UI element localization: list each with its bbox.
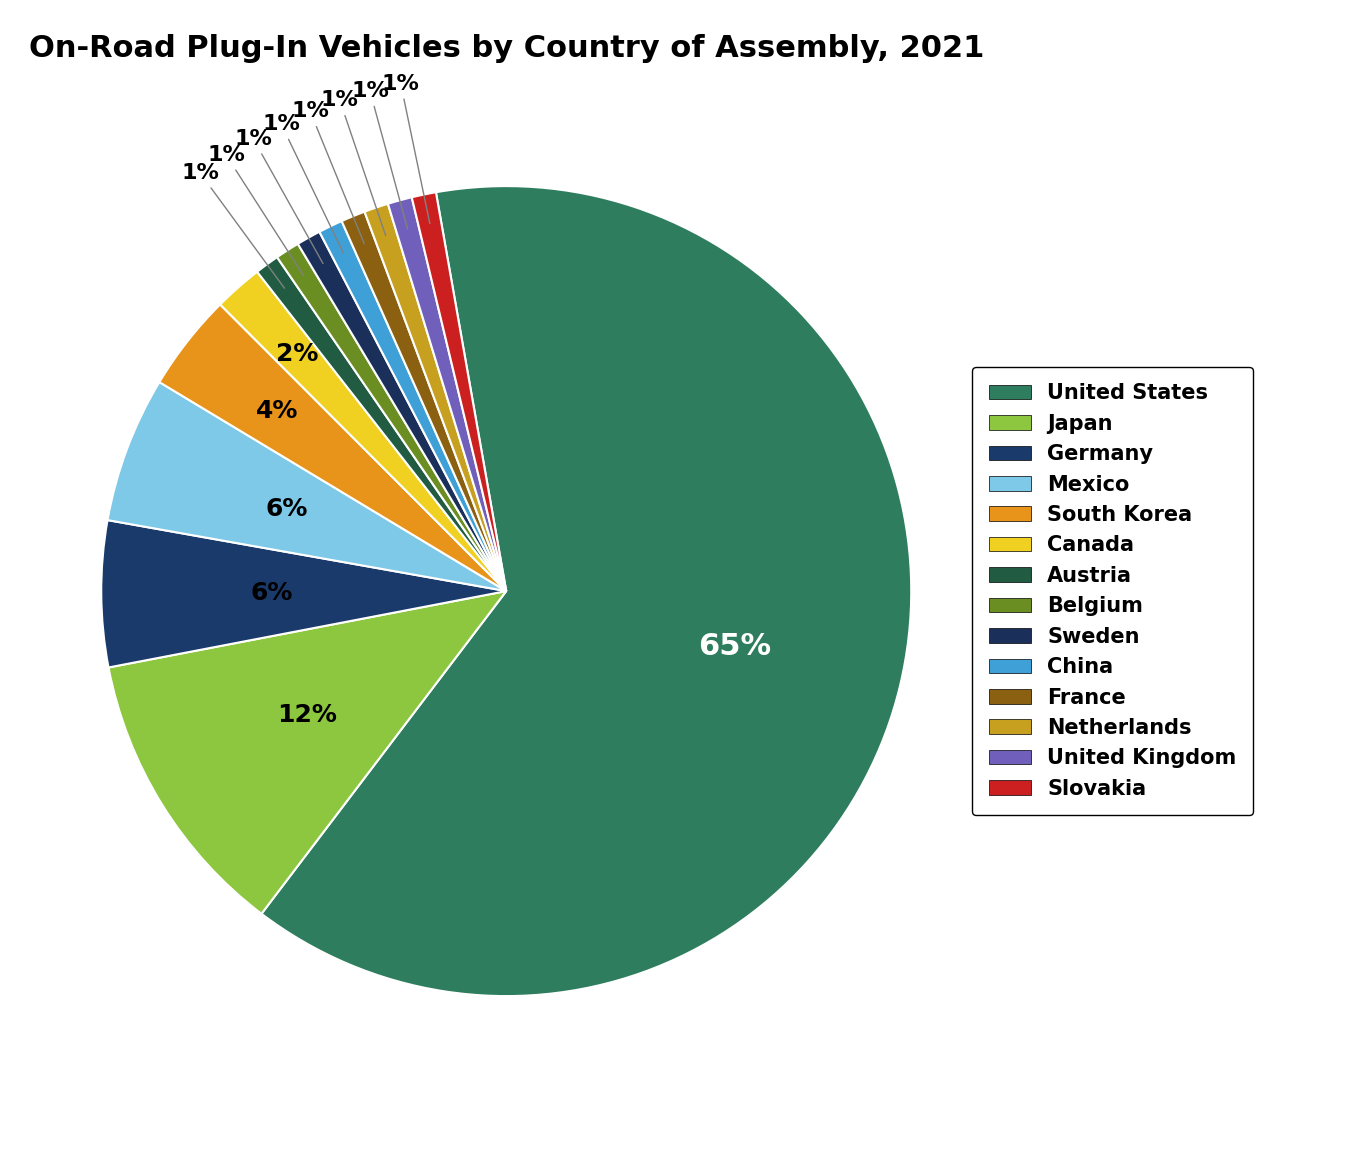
Text: 65%: 65% <box>698 632 771 661</box>
Wedge shape <box>320 221 506 591</box>
Wedge shape <box>101 520 506 668</box>
Wedge shape <box>387 197 506 591</box>
Text: 1%: 1% <box>207 145 304 276</box>
Wedge shape <box>342 212 506 591</box>
Text: 1%: 1% <box>292 101 365 243</box>
Text: 6%: 6% <box>265 496 308 520</box>
Wedge shape <box>256 257 506 591</box>
Title: On-Road Plug-In Vehicles by Country of Assembly, 2021: On-Road Plug-In Vehicles by Country of A… <box>28 34 984 63</box>
Wedge shape <box>298 232 506 591</box>
Text: 1%: 1% <box>321 90 386 235</box>
Text: 1%: 1% <box>181 162 285 289</box>
Wedge shape <box>220 271 506 591</box>
Text: 12%: 12% <box>277 704 336 727</box>
Text: 6%: 6% <box>250 581 293 605</box>
Text: 4%: 4% <box>255 400 298 423</box>
Text: 1%: 1% <box>262 114 343 253</box>
Text: 1%: 1% <box>234 129 323 263</box>
Text: 1%: 1% <box>351 81 408 229</box>
Wedge shape <box>364 204 506 591</box>
Wedge shape <box>277 243 506 591</box>
Text: 2%: 2% <box>275 342 319 366</box>
Text: 1%: 1% <box>382 73 429 224</box>
Wedge shape <box>108 382 506 591</box>
Wedge shape <box>262 187 911 996</box>
Legend: United States, Japan, Germany, Mexico, South Korea, Canada, Austria, Belgium, Sw: United States, Japan, Germany, Mexico, S… <box>972 366 1253 816</box>
Wedge shape <box>412 192 506 591</box>
Wedge shape <box>159 305 506 591</box>
Wedge shape <box>108 591 506 913</box>
